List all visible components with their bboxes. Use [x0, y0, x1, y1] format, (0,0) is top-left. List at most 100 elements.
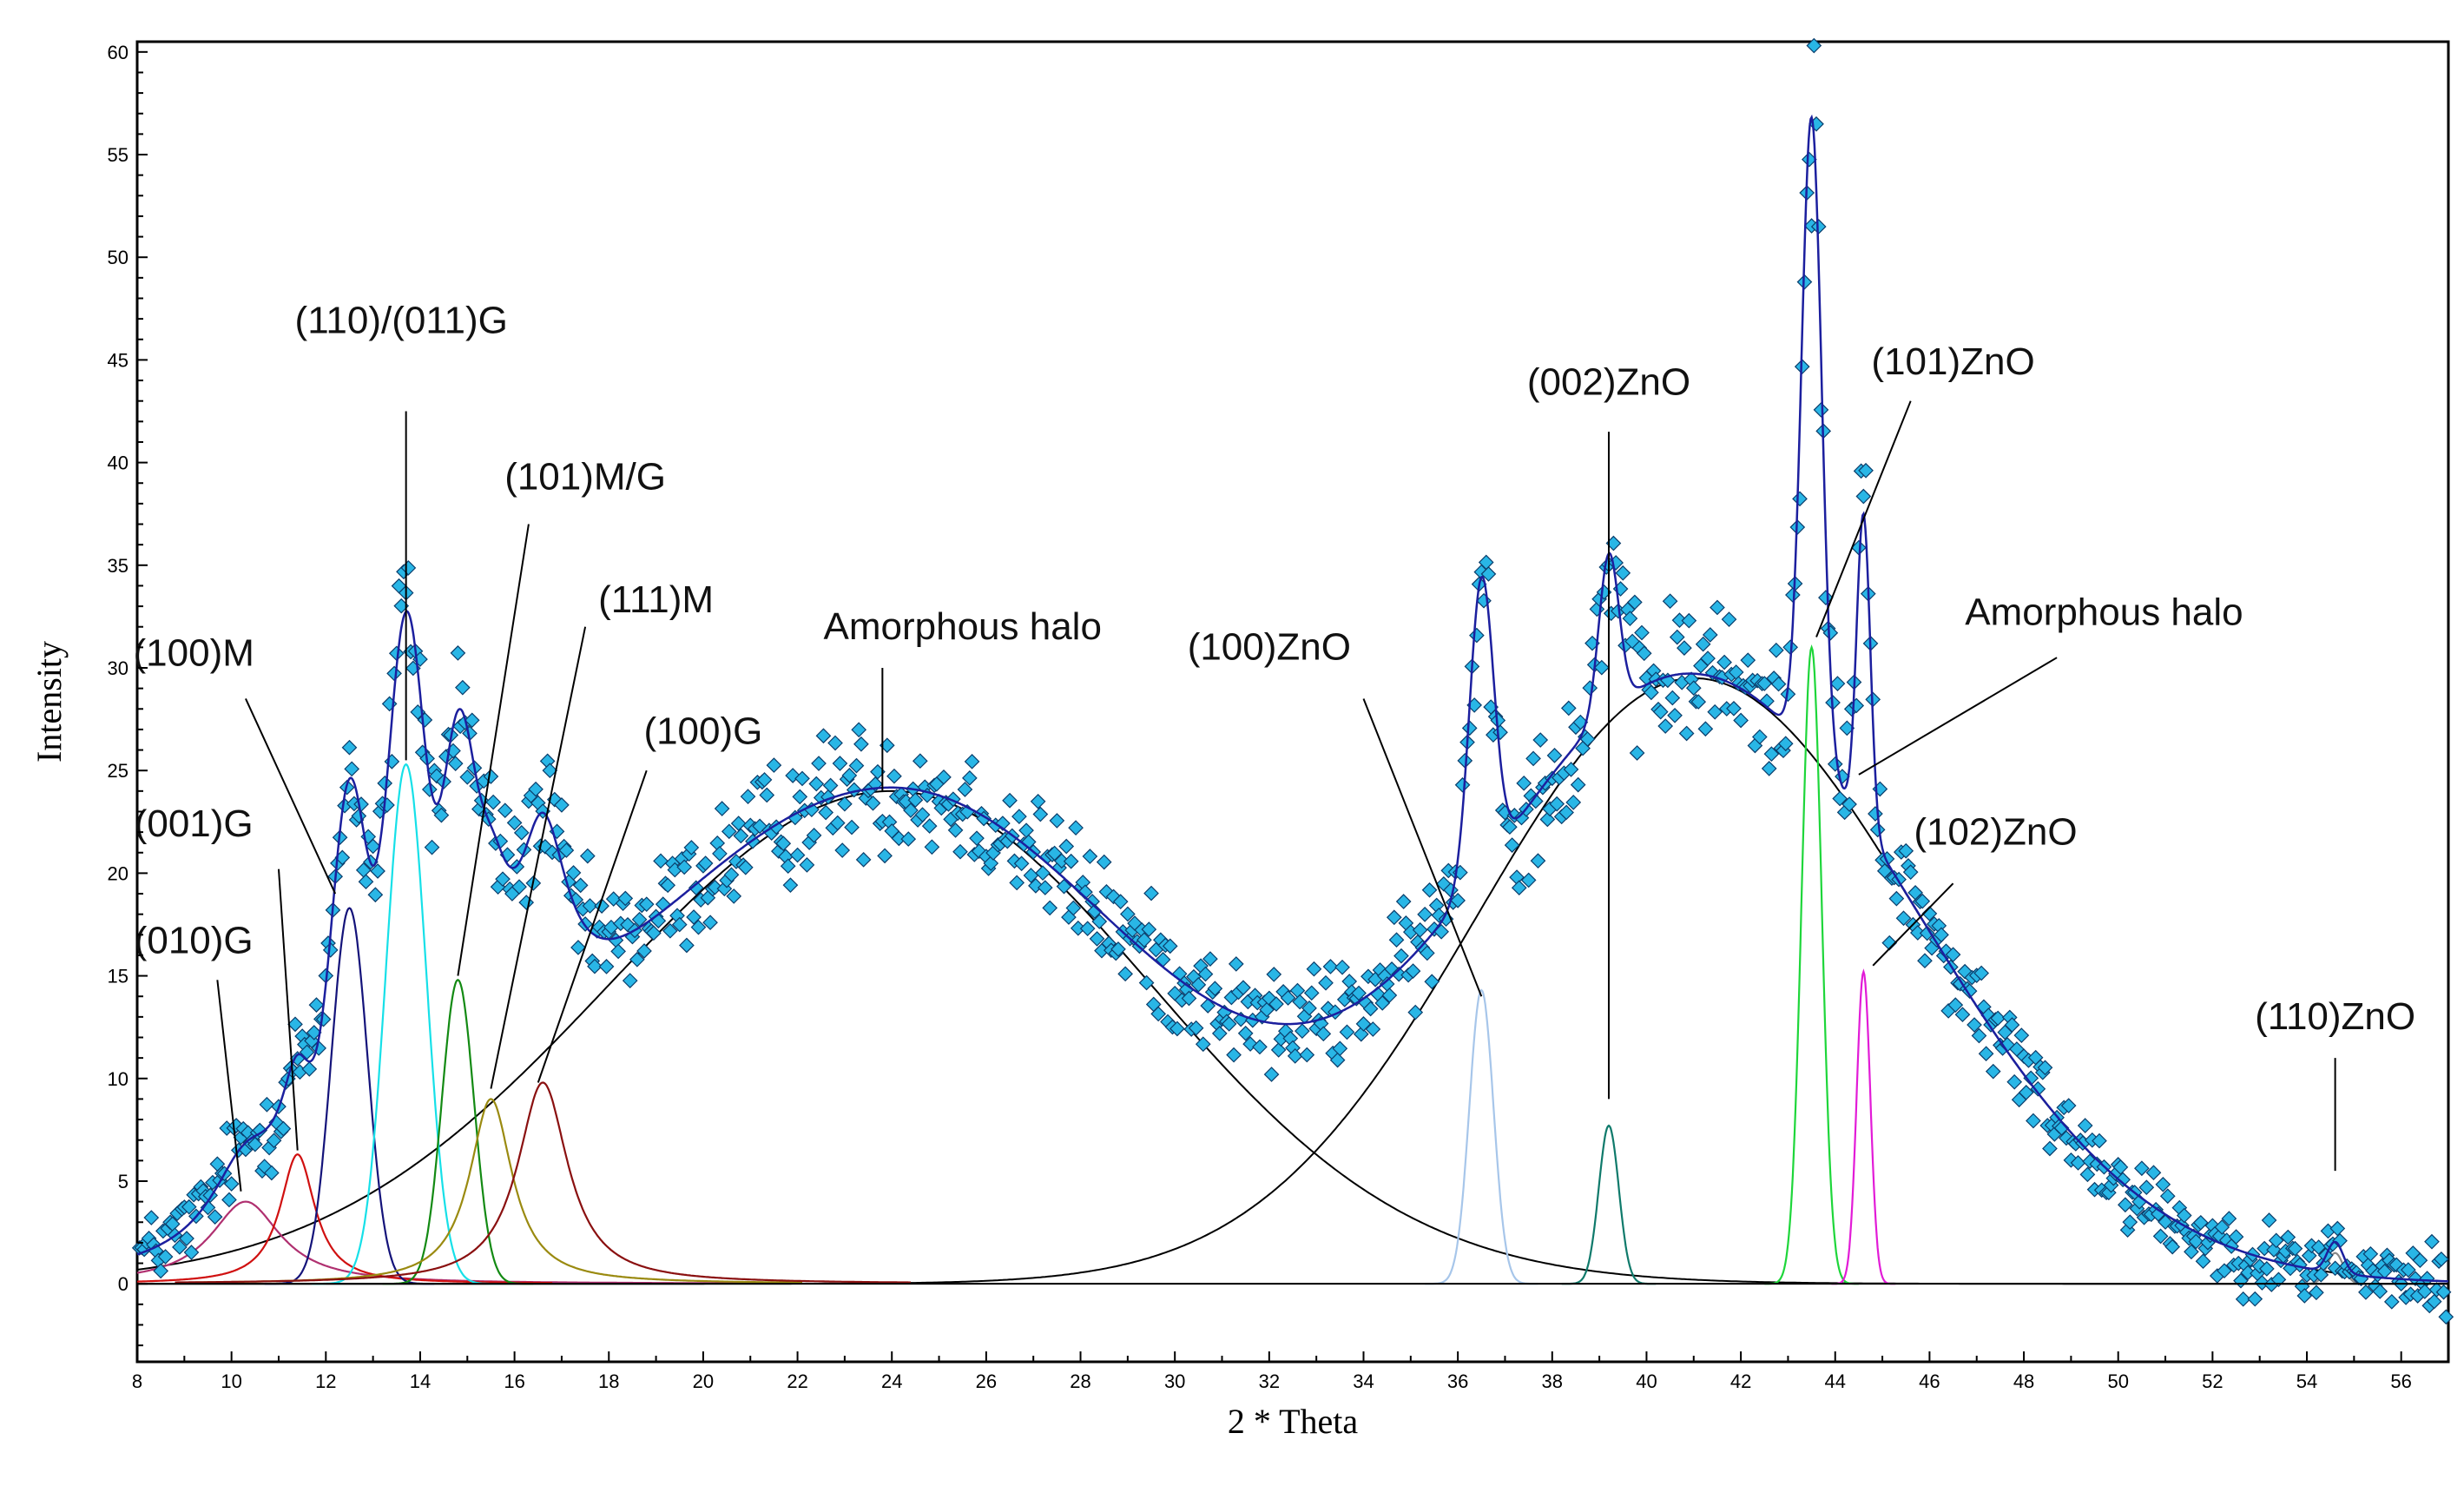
data-point: [1299, 1047, 1315, 1063]
x-tick-label: 34: [1353, 1370, 1374, 1392]
annotation-label-9: (100)ZnO: [1188, 626, 1351, 669]
data-point: [483, 769, 499, 784]
data-point: [832, 756, 848, 771]
data-point: [2247, 1291, 2263, 1307]
data-point: [2261, 1212, 2277, 1228]
x-tick-label: 40: [1636, 1370, 1657, 1392]
data-point: [306, 1025, 322, 1040]
data-point: [263, 1165, 280, 1181]
peak-curve-5: [382, 979, 534, 1285]
data-point: [2145, 1165, 2162, 1181]
data-point: [153, 1263, 169, 1279]
data-point: [252, 1122, 268, 1139]
data-point: [952, 843, 968, 860]
annotations: (110)/(011)G (101)M/G (111)M (100)M (100)G (0…: [134, 300, 2415, 1192]
data-point: [1914, 893, 1931, 909]
data-point: [957, 782, 973, 797]
data-point: [2258, 1261, 2275, 1277]
data-point: [1405, 963, 1421, 979]
data-point: [936, 769, 952, 785]
data-point: [1117, 966, 1133, 982]
data-point: [707, 879, 723, 895]
annotation-label-8: Amorphous halo: [824, 605, 1102, 648]
data-point: [495, 871, 511, 888]
data-point: [1355, 1016, 1372, 1032]
data-point: [1063, 853, 1079, 869]
data-point: [1971, 1027, 1987, 1044]
data-point: [1421, 882, 1438, 898]
data-point: [697, 855, 714, 871]
y-tick-label: 5: [118, 1171, 128, 1192]
data-point: [818, 804, 834, 821]
data-point: [759, 787, 775, 803]
data-point: [287, 1016, 303, 1033]
data-point: [1563, 762, 1579, 777]
data-point: [782, 877, 799, 894]
data-point: [433, 807, 450, 823]
data-point: [2296, 1288, 2313, 1304]
data-point: [1967, 1017, 1982, 1033]
data-point: [1681, 612, 1697, 629]
data-point: [1362, 1001, 1379, 1017]
data-point: [1195, 1036, 1211, 1053]
data-point: [2235, 1291, 2251, 1307]
data-point: [1391, 966, 1407, 982]
data-point: [851, 722, 867, 738]
data-point: [1263, 1067, 1280, 1082]
annotation-label-11: (101)ZnO: [1871, 340, 2034, 383]
data-point: [2164, 1238, 2181, 1255]
data-point: [1339, 1024, 1355, 1040]
data-point: [1947, 997, 1964, 1013]
data-point: [322, 942, 339, 958]
data-point: [497, 802, 513, 819]
data-point: [1902, 864, 1919, 881]
data-point: [221, 1192, 237, 1208]
y-tick-label: 30: [108, 657, 128, 679]
data-point: [1627, 594, 1643, 611]
data-point: [730, 816, 747, 831]
data-point: [646, 925, 662, 941]
data-point: [1560, 700, 1577, 717]
data-point: [542, 763, 558, 779]
y-tick-label: 15: [108, 966, 128, 987]
data-point: [1539, 811, 1556, 828]
annotation-label-4: (100)M: [134, 632, 254, 675]
y-tick-label: 20: [108, 862, 128, 884]
data-point: [1351, 985, 1367, 1001]
data-point: [1690, 694, 1707, 710]
data-point: [1030, 793, 1046, 809]
data-point: [1221, 1016, 1237, 1032]
y-tick-label: 0: [118, 1273, 128, 1295]
data-point: [1266, 967, 1282, 982]
data-point: [1037, 880, 1053, 895]
data-point: [737, 859, 754, 875]
data-point: [1945, 947, 1961, 963]
x-tick-label: 24: [881, 1370, 902, 1392]
y-axis: 0 5 10 15 20 25 30 35 40 45 50 55 60: [108, 42, 148, 1347]
data-point: [528, 781, 544, 797]
data-point: [636, 943, 652, 959]
x-tick-label: 32: [1259, 1370, 1280, 1392]
data-point: [1667, 707, 1683, 723]
data-point: [511, 879, 527, 895]
data-point: [1268, 996, 1284, 1012]
y-tick-label: 25: [108, 760, 128, 782]
data-point: [1806, 37, 1822, 54]
data-point: [1644, 684, 1659, 701]
data-point: [2188, 1233, 2204, 1250]
data-point: [2192, 1214, 2209, 1231]
data-point: [1768, 642, 1784, 658]
y-axis-title: Intensity: [30, 641, 69, 763]
data-point: [1181, 990, 1197, 1007]
peak-curve-8: [1425, 988, 1538, 1285]
x-tick-label: 38: [1542, 1370, 1563, 1392]
data-point: [1685, 680, 1702, 697]
x-tick-label: 30: [1164, 1370, 1185, 1392]
data-point: [570, 940, 586, 955]
data-point: [247, 1136, 263, 1152]
data-point: [914, 807, 931, 822]
data-point: [1188, 1020, 1204, 1036]
data-point: [1716, 654, 1732, 670]
data-point: [2115, 1172, 2131, 1188]
